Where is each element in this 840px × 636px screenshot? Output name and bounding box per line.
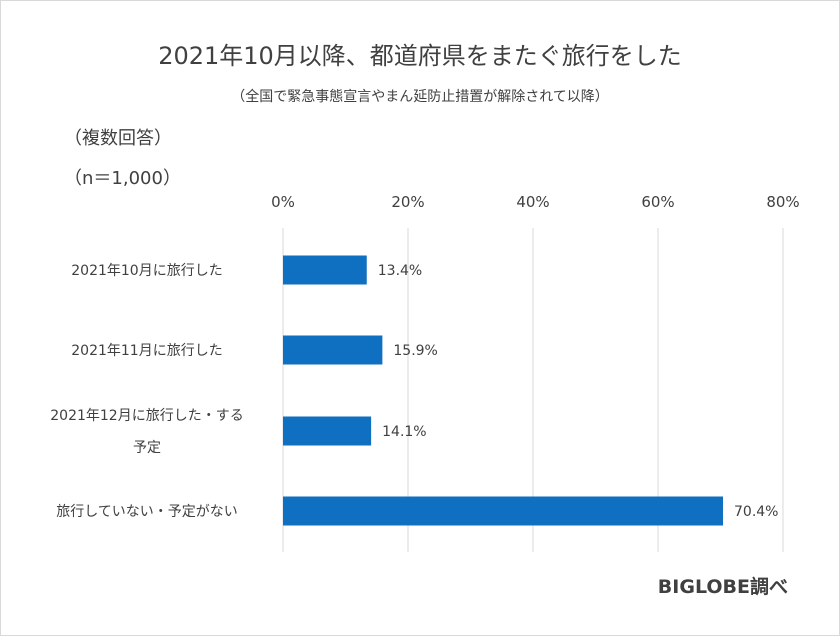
category-label: 2021年11月に旅行した [71, 343, 222, 359]
category-label: 2021年12月に旅行した・する [50, 408, 243, 424]
x-tick-label: 60% [641, 193, 674, 211]
category-label: 2021年10月に旅行した [71, 263, 222, 279]
source-credit: BIGLOBE調べ [657, 576, 788, 598]
category-label: 旅行していない・予定がない [56, 504, 238, 520]
chart-subtitle: （全国で緊急事態宣言やまん延防止措置が解除されて以降） [231, 89, 609, 105]
x-tick-label: 20% [391, 193, 424, 211]
bar [283, 496, 723, 526]
multiple-answers-note: （複数回答） [64, 128, 172, 149]
data-label: 14.1% [382, 424, 426, 440]
data-label: 70.4% [734, 504, 778, 520]
data-label: 15.9% [393, 343, 437, 359]
chart-title: 2021年10月以降、都道府県をまたぐ旅行をした [158, 42, 682, 70]
bar [283, 255, 367, 285]
bar [283, 416, 372, 446]
x-tick-label: 40% [516, 193, 549, 211]
x-tick-label: 0% [271, 193, 295, 211]
x-tick-label: 80% [766, 193, 799, 211]
category-label: 予定 [133, 440, 161, 456]
bar [283, 335, 383, 365]
data-label: 13.4% [378, 263, 422, 279]
sample-size-note: （n＝1,000） [64, 168, 181, 189]
